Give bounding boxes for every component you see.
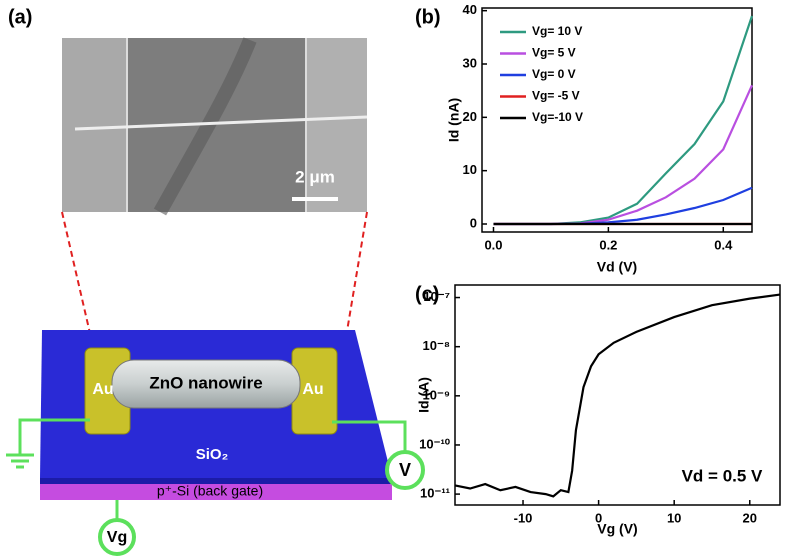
x-axis-label: Vg (V) (597, 521, 637, 537)
oxide-label: SiO₂ (196, 446, 229, 463)
y-tick-label: 10 (463, 162, 477, 177)
plot-frame (454, 284, 781, 506)
y-tick-label: 10⁻⁷ (423, 289, 450, 304)
pad-label: Au (92, 381, 113, 398)
annotation: Vd = 0.5 V (682, 466, 763, 485)
nanowire-label: ZnO nanowire (149, 373, 262, 392)
panel-label: (a) (8, 6, 32, 28)
y-tick-label: 10⁻⁹ (423, 387, 451, 402)
panel-label: (b) (415, 6, 441, 28)
device: p⁺-Si (back gate) ZnO nanowire Au Au SiO… (6, 330, 425, 556)
x-tick-label: 0.2 (599, 237, 617, 252)
panel-label: (c) (415, 283, 439, 305)
x-tick-label: -10 (514, 510, 533, 525)
y-tick-label: 10⁻⁸ (423, 338, 450, 353)
legend-label: Vg= -5 V (532, 89, 580, 103)
plot-frame (481, 7, 753, 233)
legend-label: Vg= 0 V (532, 67, 576, 81)
x-tick-label: 20 (743, 510, 757, 525)
x-tick-label: 10 (667, 510, 681, 525)
data-line (454, 293, 781, 498)
sem-image: 2 μm (62, 37, 368, 216)
y-tick-label: 40 (463, 2, 477, 17)
y-axis-label: Id (A) (416, 377, 432, 413)
y-axis-label: Id (nA) (446, 98, 462, 142)
y-tick-label: 20 (463, 109, 477, 124)
x-axis-label: Vd (V) (597, 259, 637, 275)
x-tick-label: 0.4 (714, 237, 733, 252)
gate-label: p⁺-Si (back gate) (157, 483, 263, 499)
x-tick-label: 0.0 (484, 237, 502, 252)
probe-label: V (399, 460, 411, 480)
legend-label: Vg= 10 V (532, 24, 582, 38)
y-tick-label: 30 (463, 55, 477, 70)
legend-label: Vg= 5 V (532, 46, 576, 60)
y-tick-label: 10⁻¹¹ (420, 486, 450, 501)
y-tick-label: 0 (470, 215, 477, 230)
y-tick-label: 10⁻¹⁰ (419, 436, 451, 451)
legend-label: Vg=-10 V (532, 110, 583, 124)
scale-label: 2 μm (295, 167, 335, 186)
pad-label: Au (302, 381, 323, 398)
x-tick-label: 0 (595, 510, 602, 525)
probe-label: Vg (107, 529, 127, 546)
data-line (493, 186, 753, 226)
